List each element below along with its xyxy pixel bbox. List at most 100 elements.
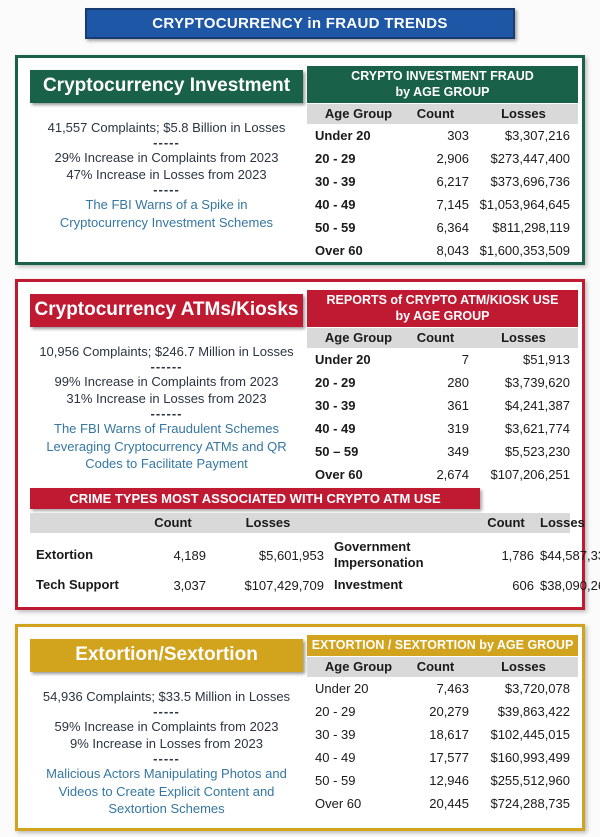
count-cell: 12,946 <box>429 773 469 788</box>
col-header-count: Count <box>416 330 455 345</box>
table-header-row: Age Group Count Losses <box>307 657 578 677</box>
losses-cell: $724,288,735 <box>490 796 570 811</box>
count-cell: 606 <box>512 577 534 593</box>
count-cell: 319 <box>447 421 469 436</box>
losses-cell: $3,720,078 <box>504 681 570 696</box>
table-row: 50 – 59 349 $5,523,230 <box>307 440 578 463</box>
count-cell: 7,145 <box>436 197 469 212</box>
losses-cell: $1,053,964,645 <box>479 197 570 212</box>
divider-dashes: ----- <box>153 704 180 719</box>
count-cell: 4,189 <box>173 547 206 563</box>
col-header-age-group: Age Group <box>324 659 393 674</box>
table-title-line1: EXTORTION / SEXTORTION by AGE GROUP <box>311 638 574 652</box>
losses-cell: $273,447,400 <box>490 151 570 166</box>
age-cell: Over 60 <box>315 243 363 258</box>
crime-types-block: CRIME TYPES MOST ASSOCIATED WITH CRYPTO … <box>18 486 600 607</box>
count-cell: 1,786 <box>501 547 534 563</box>
count-cell: 349 <box>447 444 469 459</box>
table-title-line1: REPORTS of CRYPTO ATM/KIOSK USE <box>326 293 559 307</box>
investment-complaints-stat: 41,557 Complaints; $5.8 Billion in Losse… <box>47 120 286 135</box>
section-crypto-investment: Cryptocurrency Investment 41,557 Complai… <box>15 55 585 265</box>
age-cell: 50 – 59 <box>315 444 359 459</box>
col-header-age-group: Age Group <box>324 106 393 121</box>
crime-name-cell: Tech Support <box>36 577 119 592</box>
losses-cell: $4,241,387 <box>504 398 570 413</box>
table-row: Over 60 8,043 $1,600,353,509 <box>307 239 578 262</box>
count-cell: 2,906 <box>436 151 469 166</box>
table-row: 50 - 59 12,946 $255,512,960 <box>307 769 578 792</box>
divider-dashes: ----- <box>153 751 180 766</box>
investment-complaints-increase-stat: 29% Increase in Complaints from 2023 <box>54 150 279 165</box>
crime-name-cell: Government Impersonation <box>334 539 424 570</box>
crime-table-row: Extortion 4,189 $5,601,953 Government Im… <box>30 533 600 571</box>
crime-types-banner: CRIME TYPES MOST ASSOCIATED WITH CRYPTO … <box>30 488 480 509</box>
table-title-line1: CRYPTO INVESTMENT FRAUD <box>351 69 534 83</box>
count-cell: 18,617 <box>429 727 469 742</box>
extortion-summary-column: Extortion/Sextortion 54,936 Complaints; … <box>18 627 303 828</box>
count-cell: 20,279 <box>429 704 469 719</box>
age-cell: 20 - 29 <box>315 151 356 166</box>
atm-age-table: REPORTS of CRYPTO ATM/KIOSK USE by AGE G… <box>303 282 582 486</box>
age-cell: Under 20 <box>315 681 369 696</box>
col-header-losses: Losses <box>540 515 585 530</box>
fbi-atm-warning-link[interactable]: The FBI Warns of Fraudulent Schemes Leve… <box>46 421 287 471</box>
col-header-losses: Losses <box>245 515 291 530</box>
count-cell: 8,043 <box>436 243 469 258</box>
col-header-losses: Losses <box>501 330 546 345</box>
age-cell: 50 - 59 <box>315 773 356 788</box>
losses-cell: $3,739,620 <box>504 375 570 390</box>
atm-complaints-increase-stat: 99% Increase in Complaints from 2023 <box>54 374 279 389</box>
table-header-row: Age Group Count Losses <box>307 104 578 124</box>
age-cell: Over 60 <box>315 467 363 482</box>
table-header-row: Age Group Count Losses <box>307 328 578 348</box>
table-row: 40 - 49 7,145 $1,053,964,645 <box>307 193 578 216</box>
count-cell: 303 <box>447 128 469 143</box>
table-row: Over 60 2,674 $107,206,251 <box>307 463 578 486</box>
col-header-count: Count <box>416 106 455 121</box>
investment-age-table: CRYPTO INVESTMENT FRAUD by AGE GROUP Age… <box>303 58 582 262</box>
extortion-complaints-increase-stat: 59% Increase in Complaints from 2023 <box>54 719 279 734</box>
count-cell: 3,037 <box>173 577 206 593</box>
table-row: Over 60 20,445 $724,288,735 <box>307 792 578 815</box>
col-header-count: Count <box>154 515 192 530</box>
table-row: Under 20 303 $3,307,216 <box>307 124 578 147</box>
losses-cell: $1,600,353,509 <box>479 243 570 258</box>
age-cell: 40 - 49 <box>315 421 356 436</box>
extortion-table-title: EXTORTION / SEXTORTION by AGE GROUP <box>307 635 578 656</box>
losses-cell: $811,298,119 <box>492 220 570 235</box>
fbi-investment-warning-link[interactable]: The FBI Warns of a Spike in Cryptocurren… <box>59 197 274 230</box>
crime-table-row: Tech Support 3,037 $107,429,709 Investme… <box>30 571 600 593</box>
sextortion-schemes-link[interactable]: Malicious Actors Manipulating Photos and… <box>46 766 287 816</box>
investment-table-title: CRYPTO INVESTMENT FRAUD by AGE GROUP <box>307 66 578 103</box>
atm-complaints-stat: 10,956 Complaints; $246.7 Million in Los… <box>39 344 294 359</box>
losses-cell: $107,429,709 <box>244 577 324 593</box>
table-row: Under 20 7 $51,913 <box>307 348 578 371</box>
count-cell: 17,577 <box>429 750 469 765</box>
table-row: 20 - 29 2,906 $273,447,400 <box>307 147 578 170</box>
age-cell: 30 - 39 <box>315 727 356 742</box>
col-header-count: Count <box>416 659 455 674</box>
investment-losses-increase-stat: 47% Increase in Losses from 2023 <box>66 167 267 182</box>
age-cell: 30 - 39 <box>315 174 356 189</box>
count-cell: 20,445 <box>429 796 469 811</box>
table-row: 30 - 39 6,217 $373,696,736 <box>307 170 578 193</box>
losses-cell: $51,913 <box>523 352 570 367</box>
crime-table-header-row: Count Losses Count Losses <box>30 513 585 533</box>
losses-cell: $44,587,335 <box>540 547 600 563</box>
age-cell: 20 - 29 <box>315 704 356 719</box>
losses-cell: $3,307,216 <box>504 128 570 143</box>
losses-cell: $160,993,499 <box>490 750 570 765</box>
count-cell: 361 <box>447 398 469 413</box>
losses-cell: $3,621,774 <box>504 421 570 436</box>
losses-cell: $107,206,251 <box>490 467 570 482</box>
losses-cell: $373,696,736 <box>490 174 570 189</box>
investment-section-header: Cryptocurrency Investment <box>30 70 303 103</box>
table-row: 20 - 29 280 $3,739,620 <box>307 371 578 394</box>
table-row: 50 - 59 6,364 $811,298,119 <box>307 216 578 239</box>
table-row: 20 - 29 20,279 $39,863,422 <box>307 700 578 723</box>
age-cell: 40 - 49 <box>315 197 356 212</box>
table-title-line2: by AGE GROUP <box>395 85 490 99</box>
atm-losses-increase-stat: 31% Increase in Losses from 2023 <box>66 391 267 406</box>
extortion-age-table: EXTORTION / SEXTORTION by AGE GROUP Age … <box>303 627 582 828</box>
divider-dashes: ------ <box>150 359 183 374</box>
